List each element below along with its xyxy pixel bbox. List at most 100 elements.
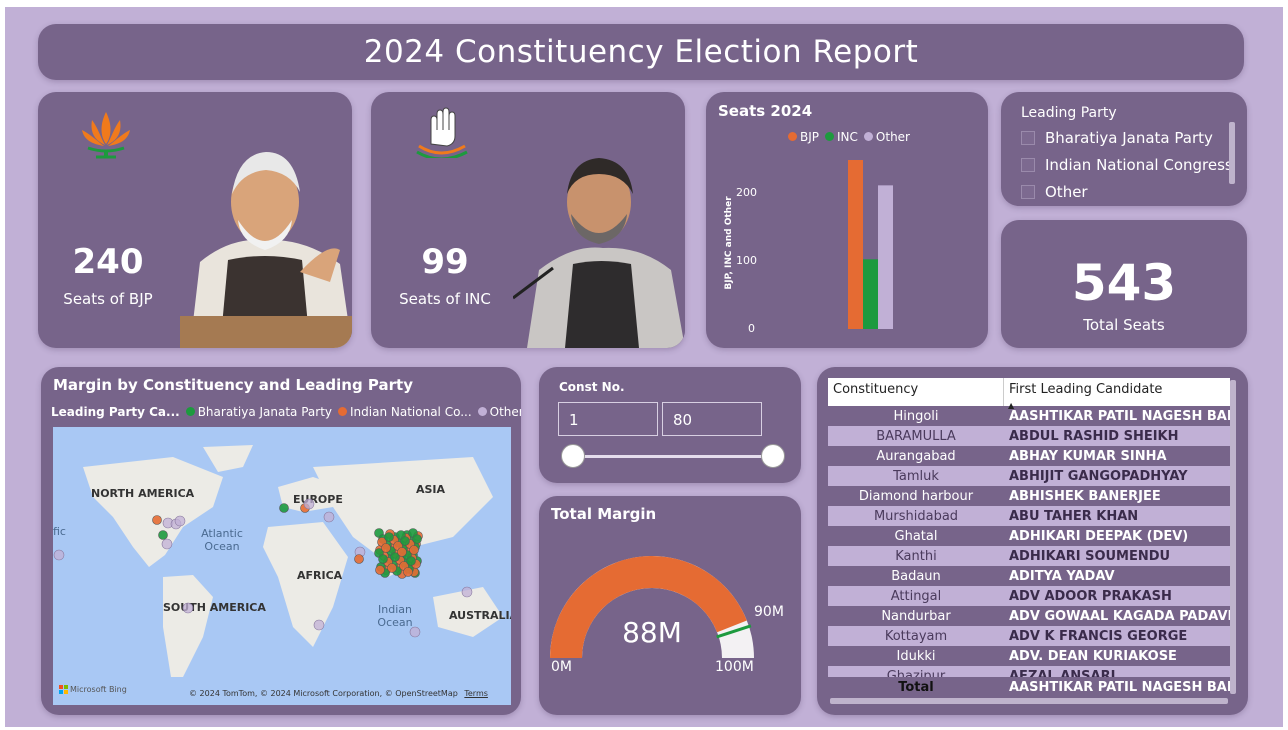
y-tick-100: 100 [736, 254, 757, 267]
table-row[interactable]: Idukki ADV. DEAN KURIAKOSE [828, 646, 1230, 666]
map-bubble[interactable] [161, 538, 173, 550]
table-row[interactable]: Ghatal ADHIKARI DEEPAK (DEV) [828, 526, 1230, 546]
bjp-seats-label: Seats of BJP [63, 290, 153, 308]
table-row[interactable]: Kottayam ADV K FRANCIS GEORGE [828, 626, 1230, 646]
table-total-row: Total AASHTIKAR PATIL NAGESH BAPURAO [828, 677, 1230, 697]
seats-chart-legend: BJP INC Other [788, 130, 910, 144]
map-legend-other: Other [477, 405, 521, 419]
cell-leading-candidate: ADHIKARI DEEPAK (DEV) [1009, 528, 1189, 544]
sort-ascending-icon[interactable]: ▲ [1008, 401, 1015, 410]
table-row[interactable]: BARAMULLA ABDUL RASHID SHEIKH [828, 426, 1230, 446]
title-bar: 2024 Constituency Election Report [38, 24, 1244, 80]
map-bubble[interactable] [313, 619, 325, 631]
total-seats-value: 543 [1071, 254, 1177, 312]
map-bubble[interactable] [397, 547, 407, 557]
map-bubble[interactable] [182, 602, 194, 614]
gauge-target-label: 90M [754, 604, 784, 620]
bar-inc[interactable] [863, 259, 878, 329]
table-row[interactable]: Murshidabad ABU TAHER KHAN [828, 506, 1230, 526]
inc-leader-photo [513, 148, 685, 348]
total-label: Total [898, 679, 934, 695]
cell-leading-candidate: AASHTIKAR PATIL NAGESH BAPURAO [1009, 408, 1230, 424]
map-bubble[interactable] [158, 530, 168, 540]
y-tick-200: 200 [736, 186, 757, 199]
lotus-logo-icon [82, 112, 130, 159]
candidate-table[interactable]: Constituency First Leading Candidate ▲ H… [828, 378, 1230, 696]
cell-leading-candidate: ABHISHEK BANERJEE [1009, 488, 1161, 504]
const-slider-handle-min[interactable] [561, 444, 585, 468]
bar-bjp[interactable] [848, 160, 863, 329]
slicer-option-other[interactable]: Other [1021, 178, 1233, 205]
leading-party-slicer[interactable]: Leading Party Bharatiya Janata Party Ind… [1001, 92, 1247, 206]
table-row[interactable]: Kanthi ADHIKARI SOUMENDU [828, 546, 1230, 566]
seats-chart-card[interactable]: Seats 2024 BJP INC Other BJP, INC and Ot… [706, 92, 988, 348]
const-slider-handle-max[interactable] [761, 444, 785, 468]
map-bubble[interactable] [412, 534, 422, 544]
map-bubble[interactable] [323, 511, 335, 523]
cell-constituency: Diamond harbour [858, 488, 974, 504]
header-constituency[interactable]: Constituency [828, 378, 1004, 406]
map-terms-link[interactable]: Terms [464, 689, 488, 698]
inc-seats-card[interactable]: 99 Seats of INC [371, 92, 685, 348]
map-bubble[interactable] [384, 532, 394, 542]
map-bubble[interactable] [381, 543, 391, 553]
table-row[interactable]: Hingoli AASHTIKAR PATIL NAGESH BAPURAO [828, 406, 1230, 426]
map-label-north-america: NORTH AMERICA [91, 487, 195, 500]
slicer-option-inc[interactable]: Indian National Congress [1021, 151, 1233, 178]
map-bubble[interactable] [303, 498, 315, 510]
legend-item-other: Other [863, 130, 910, 144]
map-bubble[interactable] [406, 556, 416, 566]
map-bubble[interactable] [400, 536, 410, 546]
map-card[interactable]: Margin by Constituency and Leading Party… [41, 367, 521, 715]
const-min-input[interactable]: 1 [558, 402, 658, 436]
const-max-input[interactable]: 80 [662, 402, 762, 436]
checkbox-bjp[interactable] [1021, 130, 1035, 145]
table-horizontal-scrollbar[interactable] [830, 698, 1228, 704]
cell-constituency: Ghatal [894, 528, 938, 544]
table-body: Hingoli AASHTIKAR PATIL NAGESH BAPURAO BAR… [828, 406, 1230, 686]
cell-leading-candidate: ADV K FRANCIS GEORGE [1009, 628, 1188, 644]
checkbox-inc[interactable] [1021, 157, 1035, 172]
cell-constituency: Idukki [896, 648, 936, 664]
cell-leading-candidate: ADITYA YADAV [1009, 568, 1115, 584]
map-bubble[interactable] [174, 515, 186, 527]
table-row[interactable]: Badaun ADITYA YADAV [828, 566, 1230, 586]
inc-seats-label: Seats of INC [399, 290, 491, 308]
map-bubble[interactable] [279, 503, 289, 513]
world-map[interactable]: NORTH AMERICA EUROPE ASIA AFRICA SOUTH A… [53, 427, 511, 705]
bar-other[interactable] [878, 185, 893, 329]
cell-leading-candidate: ABHIJIT GANGOPADHYAY [1009, 468, 1188, 484]
map-bubble[interactable] [390, 552, 400, 562]
map-bubble[interactable] [53, 549, 65, 561]
map-bubble[interactable] [409, 545, 419, 555]
map-bubble[interactable] [152, 515, 162, 525]
slicer-scrollbar[interactable] [1229, 122, 1235, 184]
table-row[interactable]: Nandurbar ADV GOWAAL KAGADA PADAVI [828, 606, 1230, 626]
table-row[interactable]: Tamluk ABHIJIT GANGOPADHYAY [828, 466, 1230, 486]
table-vertical-scrollbar[interactable] [1230, 380, 1236, 694]
bjp-seats-value: 240 [72, 242, 144, 282]
table-row[interactable]: Aurangabad ABHAY KUMAR SINHA [828, 446, 1230, 466]
map-bubble[interactable] [403, 567, 413, 577]
table-row[interactable]: Attingal ADV ADOOR PRAKASH [828, 586, 1230, 606]
slicer-option-bjp[interactable]: Bharatiya Janata Party [1021, 124, 1233, 151]
total-seats-card[interactable]: 543 Total Seats [1001, 220, 1247, 348]
map-bubble[interactable] [378, 554, 388, 564]
cell-constituency: Tamluk [893, 468, 939, 484]
checkbox-other[interactable] [1021, 184, 1035, 199]
gauge-value: 88M [622, 616, 682, 649]
map-bubble[interactable] [387, 563, 397, 573]
map-bubble[interactable] [409, 626, 421, 638]
bjp-seats-card[interactable]: 240 Seats of BJP [38, 92, 352, 348]
const-slider-track[interactable] [573, 455, 773, 458]
cell-leading-candidate: ABDUL RASHID SHEIKH [1009, 428, 1179, 444]
map-label-africa: AFRICA [297, 569, 343, 582]
header-first-leading-candidate[interactable]: First Leading Candidate ▲ [1004, 378, 1230, 410]
map-bubble[interactable] [354, 554, 364, 564]
total-margin-card[interactable]: Total Margin 88M 0M 100M 90M [539, 496, 801, 715]
map-bubble[interactable] [375, 565, 385, 575]
map-bubble[interactable] [461, 586, 473, 598]
table-row[interactable]: Diamond harbour ABHISHEK BANERJEE [828, 486, 1230, 506]
seats-chart-plot [848, 160, 893, 329]
